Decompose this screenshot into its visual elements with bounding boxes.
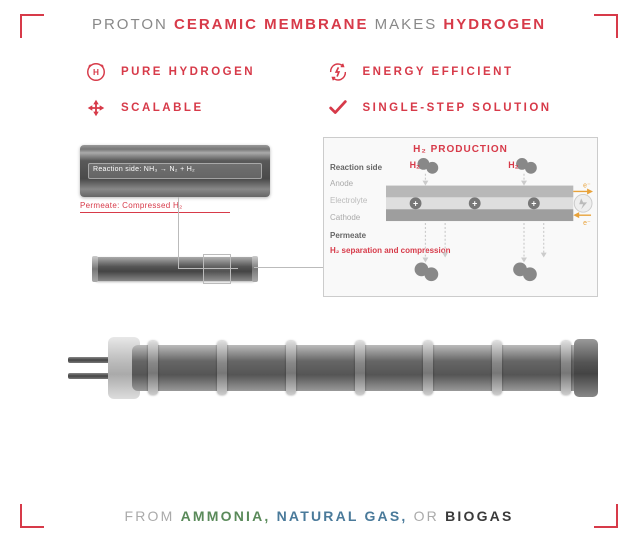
feature-pure-hydrogen: H PURE HYDROGEN bbox=[85, 61, 327, 83]
connector-line bbox=[178, 197, 238, 269]
inlet-pipe bbox=[68, 373, 112, 379]
tube-cross-section: Reaction side: NH₃ → N₂ + H₂ Permeate: C… bbox=[80, 145, 270, 213]
check-icon bbox=[327, 97, 349, 119]
bolt-cycle-icon bbox=[327, 61, 349, 83]
feature-scalable: SCALABLE bbox=[85, 97, 327, 119]
corner-frame bbox=[20, 14, 44, 38]
title-em2: HYDROGEN bbox=[443, 16, 546, 33]
inlet-pipe bbox=[68, 357, 112, 363]
production-title: H₂ PRODUCTION bbox=[334, 144, 587, 155]
svg-text:H: H bbox=[93, 68, 99, 77]
assembly-ring bbox=[423, 341, 433, 395]
membrane-assembly bbox=[68, 337, 598, 399]
svg-text:+: + bbox=[472, 198, 477, 208]
source-biogas: BIOGAS bbox=[445, 508, 513, 524]
feature-label: SINGLE-STEP SOLUTION bbox=[363, 102, 552, 114]
footer-sources: FROM AMMONIA, NATURAL GAS, OR BIOGAS bbox=[0, 508, 638, 524]
assembly-end-right bbox=[574, 339, 598, 397]
h2-production-panel: H₂ PRODUCTION Reaction side Anode Electr… bbox=[323, 137, 598, 297]
title-pre: PROTON bbox=[92, 16, 174, 33]
assembly-ring bbox=[561, 341, 571, 395]
feature-single-step: SINGLE-STEP SOLUTION bbox=[327, 97, 569, 119]
h2-label: H₂ bbox=[508, 160, 518, 170]
h2-label: H₂ bbox=[410, 160, 420, 170]
feature-label: SCALABLE bbox=[121, 102, 204, 114]
assembly-ring bbox=[492, 341, 502, 395]
title-mid: MAKES bbox=[369, 16, 444, 33]
assembly-ring bbox=[148, 341, 158, 395]
feature-energy-efficient: ENERGY EFFICIENT bbox=[327, 61, 569, 83]
infographic-container: PROTON CERAMIC MEMBRANE MAKES HYDROGEN H… bbox=[0, 0, 638, 542]
page-title: PROTON CERAMIC MEMBRANE MAKES HYDROGEN bbox=[30, 16, 608, 33]
assembly-ring bbox=[286, 341, 296, 395]
electron-label: e⁻ bbox=[583, 183, 591, 190]
tube-detail-graphic: Reaction side: NH₃ → N₂ + H₂ bbox=[80, 145, 270, 197]
electron-label: e⁻ bbox=[583, 220, 591, 227]
corner-frame bbox=[594, 14, 618, 38]
title-em1: CERAMIC MEMBRANE bbox=[174, 16, 369, 33]
reaction-side-label: Reaction side: NH₃ → N₂ + H₂ bbox=[88, 163, 262, 179]
permeate-label: Permeate: Compressed H₂ bbox=[80, 201, 270, 210]
footer-pre: FROM bbox=[124, 508, 180, 524]
assembly-ring bbox=[217, 341, 227, 395]
svg-text:+: + bbox=[531, 198, 536, 208]
feature-grid: H PURE HYDROGEN ENERGY EFFICIENT SCALABL… bbox=[85, 61, 568, 119]
production-diagram: H₂ H₂ + + + bbox=[386, 156, 593, 294]
hydrogen-icon: H bbox=[85, 61, 107, 83]
diagram-area: Reaction side: NH₃ → N₂ + H₂ Permeate: C… bbox=[40, 137, 598, 427]
assembly-ring bbox=[355, 341, 365, 395]
expand-icon bbox=[85, 97, 107, 119]
svg-text:+: + bbox=[413, 198, 418, 208]
feature-label: PURE HYDROGEN bbox=[121, 66, 255, 78]
source-natural-gas: NATURAL GAS, bbox=[277, 508, 408, 524]
source-ammonia: AMMONIA, bbox=[181, 508, 271, 524]
feature-label: ENERGY EFFICIENT bbox=[363, 66, 514, 78]
